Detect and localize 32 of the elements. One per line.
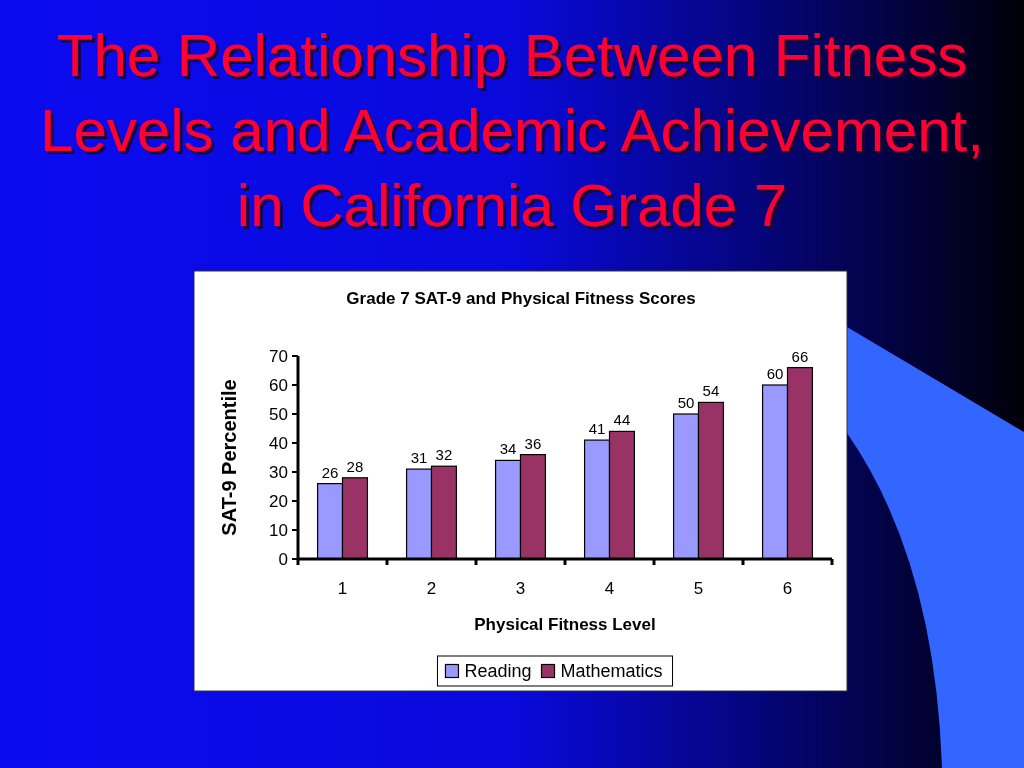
x-tick-label: 5 bbox=[693, 579, 704, 598]
data-label: 44 bbox=[613, 411, 631, 429]
legend-label: Mathematics bbox=[560, 661, 663, 682]
y-axis-title: SAT-9 Percentile bbox=[218, 379, 240, 536]
y-tick-label: 60 bbox=[269, 375, 288, 395]
y-tick-label: 30 bbox=[269, 462, 288, 482]
y-tick-label: 70 bbox=[269, 346, 288, 366]
data-label: 34 bbox=[499, 440, 517, 458]
x-tick-label: 2 bbox=[426, 579, 437, 598]
data-label: 66 bbox=[791, 347, 809, 365]
data-label: 41 bbox=[588, 420, 606, 438]
data-label: 50 bbox=[677, 394, 695, 411]
data-label: 26 bbox=[321, 463, 339, 481]
x-tick-label: 4 bbox=[604, 579, 615, 598]
x-tick-label: 3 bbox=[515, 579, 526, 598]
y-tick-label: 40 bbox=[269, 433, 288, 453]
chart-title: The Relationship Between Fitness Levels and Academic Achievement, in California Grade 7 bbox=[40, 22, 984, 239]
y-tick-label: 0 bbox=[278, 549, 288, 569]
data-label: 32 bbox=[435, 446, 453, 464]
chart-subtitle: Grade 7 SAT-9 and Physical Fitness Scores bbox=[346, 289, 696, 308]
y-tick-label: 20 bbox=[269, 491, 288, 511]
x-axis-title: Physical Fitness Level bbox=[474, 615, 656, 634]
x-tick-label: 6 bbox=[782, 579, 793, 598]
y-tick-label: 50 bbox=[269, 404, 288, 424]
data-label: 54 bbox=[702, 382, 720, 400]
data-label: 28 bbox=[346, 457, 364, 475]
x-tick-label: 1 bbox=[337, 579, 348, 598]
data-label: 36 bbox=[524, 434, 542, 452]
data-label: 31 bbox=[410, 449, 428, 467]
legend-label: Reading bbox=[464, 661, 532, 682]
data-label: 60 bbox=[766, 365, 784, 382]
y-tick-label: 10 bbox=[269, 520, 288, 540]
